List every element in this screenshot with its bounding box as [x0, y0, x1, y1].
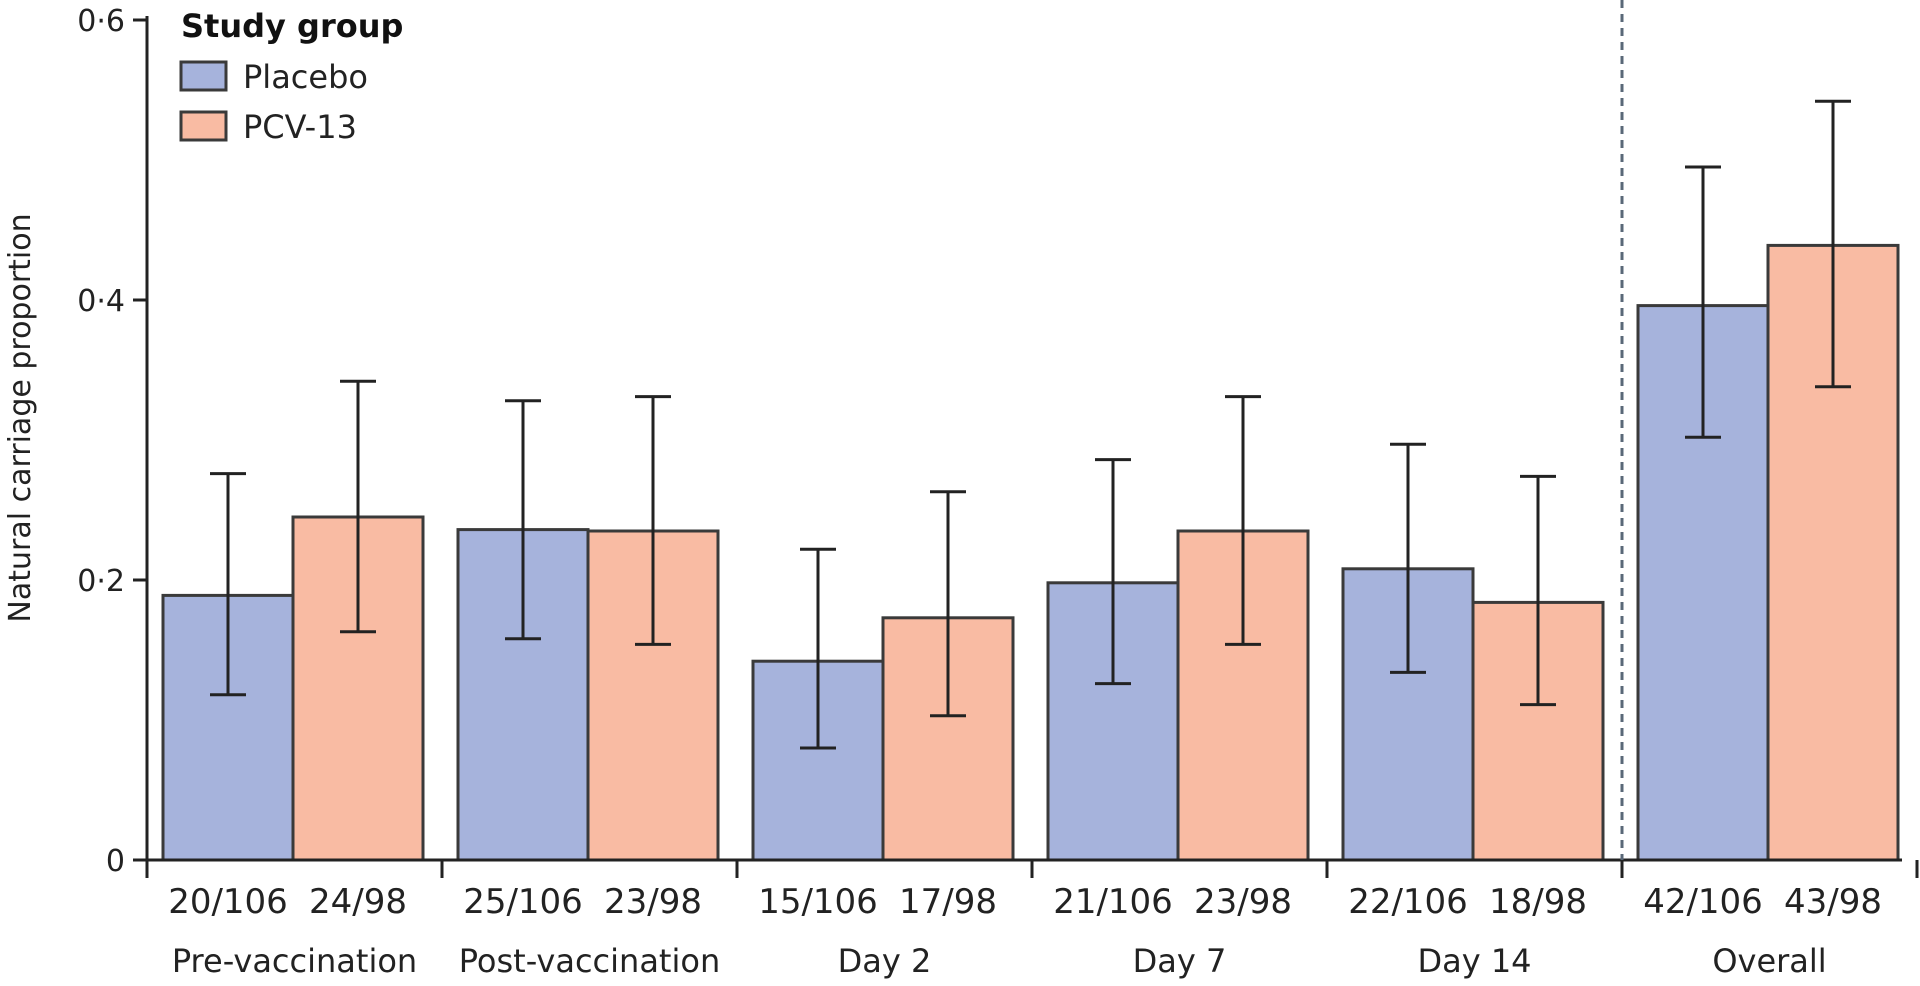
y-axis-label-group: Natural carriage proportion [3, 213, 38, 622]
count-label: 43/98 [1784, 882, 1882, 922]
count-label: 21/106 [1053, 882, 1173, 922]
count-label: 23/98 [1194, 882, 1292, 922]
count-label: 23/98 [604, 882, 702, 922]
axes-layer: 0 0·2 0·4 0·6 [77, 0, 1919, 879]
count-label: 24/98 [309, 882, 407, 922]
y-tick-label: 0 [106, 844, 125, 879]
legend-swatch-pcv13 [179, 110, 228, 142]
legend-label-pcv13: PCV-13 [243, 108, 357, 146]
legend: Study group Placebo PCV-13 [179, 7, 403, 146]
category-label: Overall [1712, 942, 1826, 980]
count-label: 42/106 [1643, 882, 1763, 922]
category-label: Pre-vaccination [172, 942, 417, 980]
category-label: Post-vaccination [459, 942, 720, 980]
count-label: 17/98 [899, 882, 997, 922]
x-labels-layer: 20/106 24/98 Pre-vaccination 25/106 23/98 Pos… [168, 882, 1882, 980]
count-label: 25/106 [463, 882, 583, 922]
y-axis-label: Natural carriage proportion [3, 213, 38, 622]
y-tick-label: 0·2 [77, 564, 125, 599]
legend-label-placebo: Placebo [243, 58, 368, 96]
category-label: Day 14 [1417, 942, 1531, 980]
category-label: Day 7 [1133, 942, 1227, 980]
count-label: 22/106 [1348, 882, 1468, 922]
count-label: 20/106 [168, 882, 288, 922]
count-label: 15/106 [758, 882, 878, 922]
bars-layer [161, 243, 1900, 862]
count-label: 18/98 [1489, 882, 1587, 922]
y-tick-label: 0·6 [77, 4, 125, 39]
error-bars-layer [210, 99, 1851, 750]
y-tick-label: 0·4 [77, 284, 125, 319]
category-label: Day 2 [838, 942, 932, 980]
legend-title: Study group [181, 7, 403, 45]
legend-swatch-placebo [179, 60, 228, 92]
